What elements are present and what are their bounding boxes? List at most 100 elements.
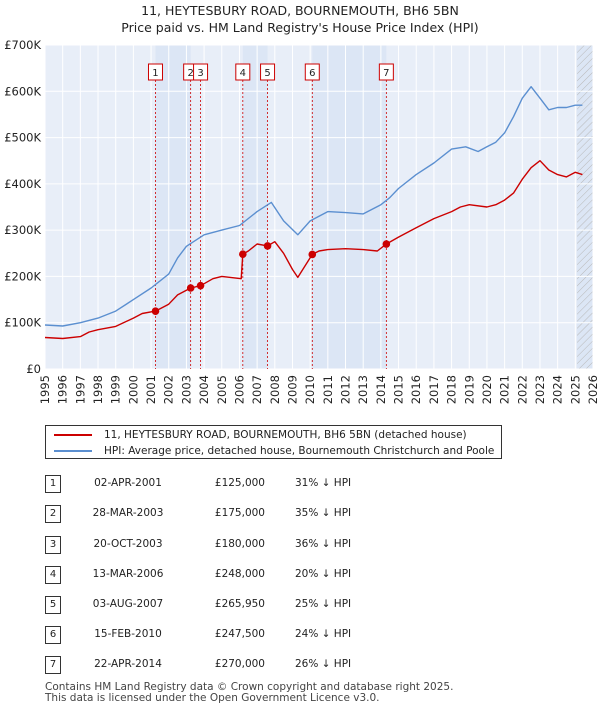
- footer-license: This data is licensed under the Open Gov…: [45, 692, 380, 704]
- sale-point: [263, 242, 272, 250]
- x-tick-label: 2003: [179, 375, 193, 404]
- sale-row: 3 20-OCT-2003 £180,000 36% ↓ HPI: [45, 536, 445, 556]
- sale-label-box: [235, 63, 251, 81]
- sale-price: £175,000: [214, 507, 265, 519]
- x-tick-label: 2009: [285, 375, 299, 404]
- footer-attribution: Contains HM Land Registry data © Crown c…: [45, 682, 453, 704]
- legend-label-hpi: HPI: Average price, detached house, Bour…: [104, 445, 495, 457]
- sale-hpi-diff: 31% ↓ HPI: [295, 477, 352, 489]
- sale-label-box: [260, 63, 276, 81]
- y-tick-label: £100K: [4, 316, 41, 330]
- sale-period-shade: [155, 45, 191, 369]
- sale-date: 20-OCT-2003: [93, 538, 163, 550]
- footer-copyright: Contains HM Land Registry data © Crown c…: [45, 681, 454, 693]
- sale-row: 5 03-AUG-2007 £265,950 25% ↓ HPI: [45, 596, 445, 616]
- y-tick-label: £0: [26, 362, 41, 376]
- x-tick-label: 2013: [356, 375, 370, 404]
- sale-number-badge: 3: [45, 536, 61, 554]
- x-tick-label: 2021: [498, 375, 512, 404]
- x-tick-label: 2005: [215, 375, 229, 404]
- x-tick-label: 2008: [268, 375, 282, 404]
- x-tick-label: 2014: [374, 375, 388, 404]
- sale-point: [186, 284, 195, 292]
- sale-label-text: 7: [383, 68, 389, 79]
- x-tick-label: 2001: [144, 375, 158, 404]
- x-tick-label: 1997: [73, 375, 87, 404]
- y-tick-label: £600K: [4, 84, 41, 98]
- legend-item-property: 11, HEYTESBURY ROAD, BOURNEMOUTH, BH6 5B…: [54, 428, 467, 442]
- x-tick-label: 2018: [445, 375, 459, 404]
- sale-hpi-diff: 36% ↓ HPI: [295, 538, 352, 550]
- sale-hpi-diff: 35% ↓ HPI: [295, 507, 352, 519]
- sale-row: 1 02-APR-2001 £125,000 31% ↓ HPI: [45, 475, 445, 495]
- x-tick-label: 2007: [250, 375, 264, 404]
- x-tick-label: 2017: [427, 375, 441, 404]
- x-tick-label: 2011: [321, 375, 335, 404]
- sale-date: 13-MAR-2006: [92, 568, 164, 580]
- sale-point: [151, 307, 160, 315]
- y-tick-label: £300K: [4, 223, 41, 237]
- x-tick-label: 2015: [392, 375, 406, 404]
- sale-price: £125,000: [214, 477, 265, 489]
- x-tick-label: 2022: [515, 375, 529, 404]
- chart-title-line1: 11, HEYTESBURY ROAD, BOURNEMOUTH, BH6 5B…: [141, 3, 459, 18]
- sale-date: 03-AUG-2007: [92, 598, 164, 610]
- sale-label-box: [193, 63, 209, 81]
- sale-hpi-diff: 26% ↓ HPI: [295, 658, 352, 670]
- sale-row: 2 28-MAR-2003 £175,000 35% ↓ HPI: [45, 505, 445, 525]
- sale-date: 15-FEB-2010: [94, 628, 162, 640]
- sale-date: 22-APR-2014: [94, 658, 162, 670]
- plot-background-band: [45, 45, 156, 369]
- plot-background-band: [190, 45, 243, 369]
- sale-price: £180,000: [214, 538, 265, 550]
- sale-label-text: 6: [309, 68, 315, 79]
- sale-number-badge: 4: [45, 566, 61, 584]
- sale-number-badge: 5: [45, 596, 61, 614]
- sale-label-text: 5: [264, 68, 270, 79]
- sale-number-badge: 7: [45, 656, 61, 674]
- chart-legend: 11, HEYTESBURY ROAD, BOURNEMOUTH, BH6 5B…: [45, 425, 502, 459]
- sale-row: 4 13-MAR-2006 £248,000 20% ↓ HPI: [45, 566, 445, 586]
- sale-period-shade: [312, 45, 387, 369]
- sale-hpi-diff: 20% ↓ HPI: [295, 568, 352, 580]
- sale-label-box: [147, 63, 163, 81]
- sale-point: [239, 250, 247, 259]
- sale-hpi-diff: 24% ↓ HPI: [295, 628, 352, 640]
- sale-price: £270,000: [214, 658, 265, 670]
- sale-date: 28-MAR-2003: [92, 507, 164, 519]
- sale-number-badge: 1: [45, 475, 61, 493]
- sale-price: £265,950: [214, 598, 265, 610]
- y-tick-label: £700K: [4, 38, 41, 52]
- forecast-hatch: [577, 45, 593, 369]
- x-tick-label: 2012: [339, 375, 353, 404]
- sale-label-text: 3: [197, 68, 203, 79]
- legend-item-hpi: HPI: Average price, detached house, Bour…: [54, 444, 494, 458]
- sale-label-text: 1: [152, 68, 158, 79]
- sale-date: 02-APR-2001: [94, 477, 162, 489]
- y-tick-label: £400K: [4, 177, 41, 191]
- x-tick-label: 2019: [462, 375, 476, 404]
- chart-title-line2: Price paid vs. HM Land Registry's House …: [121, 20, 479, 35]
- x-tick-label: 2020: [480, 375, 494, 404]
- sale-label-text: 2: [187, 68, 193, 79]
- x-tick-label: 2000: [126, 375, 140, 404]
- x-tick-label: 2024: [551, 375, 565, 404]
- legend-swatch-property: [54, 434, 92, 436]
- x-tick-label: 2016: [409, 375, 423, 404]
- sale-point: [308, 250, 317, 259]
- sale-hpi-diff: 25% ↓ HPI: [295, 598, 352, 610]
- x-tick-label: 2026: [586, 375, 600, 404]
- y-tick-label: £200K: [4, 269, 41, 283]
- sale-label-text: 4: [240, 68, 246, 79]
- x-tick-label: 1995: [38, 375, 52, 404]
- x-tick-label: 2025: [568, 375, 582, 404]
- x-tick-label: 2004: [197, 375, 211, 404]
- sale-label-box: [378, 63, 394, 81]
- sale-point: [196, 281, 205, 290]
- sale-row: 7 22-APR-2014 £270,000 26% ↓ HPI: [45, 656, 445, 676]
- x-tick-label: 2006: [232, 375, 246, 404]
- x-tick-label: 2023: [533, 375, 547, 404]
- legend-label-property: 11, HEYTESBURY ROAD, BOURNEMOUTH, BH6 5B…: [104, 429, 467, 441]
- hpi-line: [44, 85, 583, 327]
